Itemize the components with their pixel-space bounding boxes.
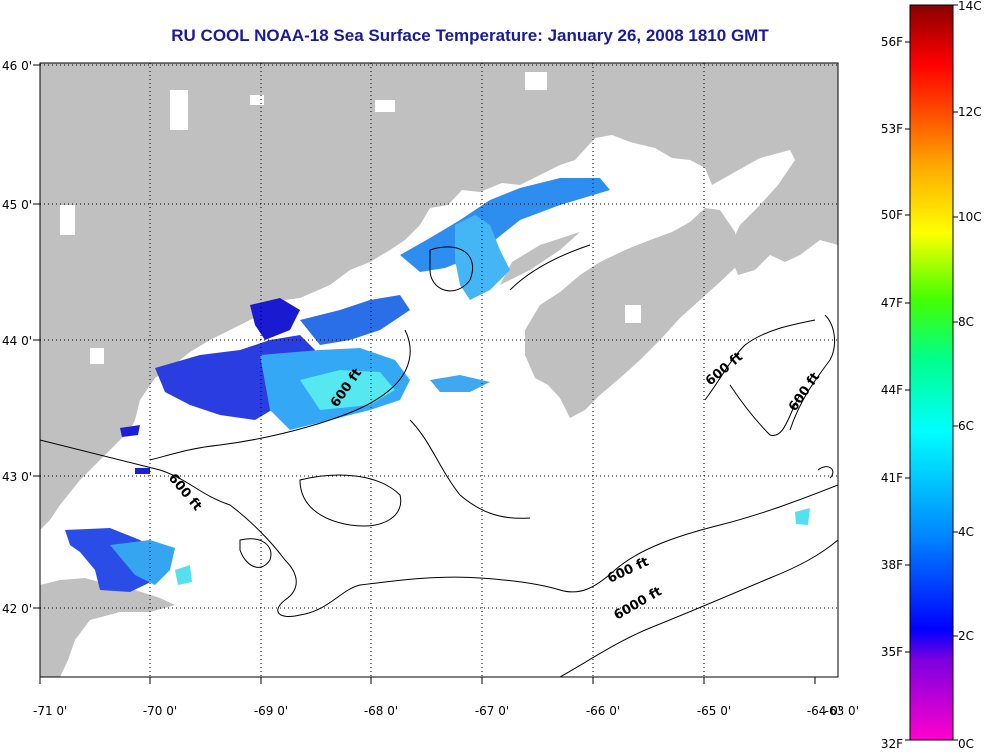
celsius-label: 10C	[958, 210, 982, 224]
celsius-label: 12C	[958, 105, 982, 119]
colorbar-celsius-labels: 14C 12C 10C 8C 6C 4C 2C 0C	[958, 0, 982, 751]
lon-label: -64 0'	[807, 704, 841, 718]
fahrenheit-label: 32F	[881, 737, 903, 751]
graticule-grid	[40, 63, 838, 677]
fahrenheit-label: 50F	[881, 208, 903, 222]
fahrenheit-label: 38F	[881, 558, 903, 572]
fahrenheit-label: 41F	[881, 471, 903, 485]
lat-label: 43 0'	[2, 470, 32, 484]
isobath-contours	[40, 244, 838, 677]
lon-label: -71 0'	[33, 704, 67, 718]
land-island	[500, 232, 580, 285]
lat-label: 46 0'	[2, 59, 32, 73]
lon-label: -63 0'	[825, 704, 859, 718]
cloud-specks	[60, 72, 641, 364]
celsius-label: 14C	[958, 0, 982, 13]
colorbar-ticks	[905, 4, 958, 741]
fahrenheit-label: 47F	[881, 296, 903, 310]
land-maine-newbrunswick	[40, 63, 838, 530]
axis-ticks	[33, 64, 816, 684]
temperature-colorbar	[909, 4, 954, 741]
latitude-labels: 46 0' 45 0' 44 0' 43 0' 42 0'	[2, 59, 32, 616]
colorbar-fahrenheit-labels: 56F 53F 50F 47F 44F 41F 38F 35F 32F	[881, 35, 903, 751]
lon-label: -66 0'	[586, 704, 620, 718]
fahrenheit-label: 44F	[881, 383, 903, 397]
lat-label: 45 0'	[2, 198, 32, 212]
lon-label: -69 0'	[254, 704, 288, 718]
lon-label: -67 0'	[475, 704, 509, 718]
lat-label: 42 0'	[2, 602, 32, 616]
lat-label: 44 0'	[2, 334, 32, 348]
land-cape-cod	[40, 578, 175, 677]
lon-label: -68 0'	[364, 704, 398, 718]
fahrenheit-label: 35F	[881, 645, 903, 659]
celsius-label: 2C	[958, 629, 974, 643]
fahrenheit-label: 53F	[881, 122, 903, 136]
celsius-label: 0C	[958, 737, 974, 751]
celsius-label: 6C	[958, 419, 974, 433]
sst-patches	[65, 178, 810, 592]
longitude-labels: -71 0' -70 0' -69 0' -68 0' -67 0' -66 0…	[33, 704, 859, 718]
lon-label: -70 0'	[143, 704, 177, 718]
lon-label: -65 0'	[697, 704, 731, 718]
celsius-label: 4C	[958, 525, 974, 539]
celsius-label: 8C	[958, 315, 974, 329]
map-title: RU COOL NOAA-18 Sea Surface Temperature:…	[171, 26, 769, 45]
fahrenheit-label: 56F	[881, 35, 903, 49]
